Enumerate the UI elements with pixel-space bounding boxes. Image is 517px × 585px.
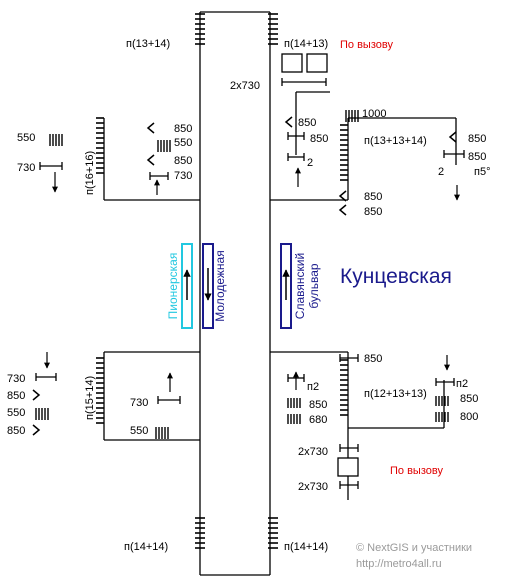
label-850-mid-a: 850 xyxy=(364,191,382,203)
label-2-left: 2 xyxy=(307,157,313,169)
label-p2-rl-right: п2 xyxy=(456,378,468,390)
label-730-ld: 730 xyxy=(174,170,192,182)
label-550-ll-right: 550 xyxy=(130,425,148,437)
label-2x730-a: 2x730 xyxy=(298,446,328,458)
label-850-lc: 850 xyxy=(174,155,192,167)
label-550-lb: 550 xyxy=(174,137,192,149)
label-850-ll: 850 xyxy=(7,390,25,402)
label-850-rl-top: 850 xyxy=(364,353,382,365)
label-2x730-top: 2x730 xyxy=(230,80,260,92)
label-2-far: 2 xyxy=(438,166,444,178)
stairs-group xyxy=(35,13,449,549)
label-850-rl-right: 850 xyxy=(460,393,478,405)
credit-line-1: © NextGIS и участники xyxy=(356,542,472,554)
label-p5: п5° xyxy=(474,166,490,178)
credit-line-2: http://metro4all.ru xyxy=(356,558,442,570)
label-850-b: 850 xyxy=(310,133,328,145)
signals-group xyxy=(35,78,465,489)
direction-arrows xyxy=(44,167,460,392)
label-850-rl-left: 850 xyxy=(309,399,327,411)
on-call-note-top: По вызову xyxy=(340,39,393,51)
siding-left-lower: п(15+14) xyxy=(84,376,96,420)
siding-left-upper: п(16+16) xyxy=(84,151,96,195)
line-label-slavyansky-1: Славянский xyxy=(293,253,307,319)
siding-bottom-right: п(14+14) xyxy=(284,541,328,553)
label-2x730-b: 2x730 xyxy=(298,481,328,493)
line-label-slavyansky-2: бульвар xyxy=(307,263,321,309)
label-850-ll-d: 850 xyxy=(7,425,25,437)
label-730-left: 730 xyxy=(17,162,35,174)
siding-right-upper: п(13+13+14) xyxy=(364,135,427,147)
line-label-molodezhnaya: Молодежная xyxy=(213,250,227,321)
label-680-rl-left: 680 xyxy=(309,414,327,426)
label-850-mid-b: 850 xyxy=(364,206,382,218)
siding-right-lower: п(12+13+13) xyxy=(364,388,427,400)
platform-slavyansky xyxy=(280,243,292,329)
elevator-boxes xyxy=(281,53,359,477)
chevron-icons xyxy=(32,116,457,436)
label-730-ll-right: 730 xyxy=(130,397,148,409)
label-850-far-a: 850 xyxy=(468,133,486,145)
label-850-a: 850 xyxy=(298,117,316,129)
siding-top-right: п(14+13) xyxy=(284,38,328,50)
siding-top-left: п(13+14) xyxy=(126,38,170,50)
platform-molodezhnaya xyxy=(202,243,214,329)
station-title: Кунцевская xyxy=(340,265,452,288)
label-p2-rl-left: п2 xyxy=(307,381,319,393)
label-550-ll: 550 xyxy=(7,407,25,419)
label-850-far-b: 850 xyxy=(468,151,486,163)
line-label-pionerskaya: Пионерская xyxy=(166,253,180,320)
label-730-ll: 730 xyxy=(7,373,25,385)
label-550-left: 550 xyxy=(17,132,35,144)
label-1000: 1000 xyxy=(362,108,386,120)
platform-pionerskaya xyxy=(181,243,193,329)
label-800-rl-right: 800 xyxy=(460,411,478,423)
on-call-note-bottom: По вызову xyxy=(390,465,443,477)
label-850-la: 850 xyxy=(174,123,192,135)
siding-bottom-left: п(14+14) xyxy=(124,541,168,553)
